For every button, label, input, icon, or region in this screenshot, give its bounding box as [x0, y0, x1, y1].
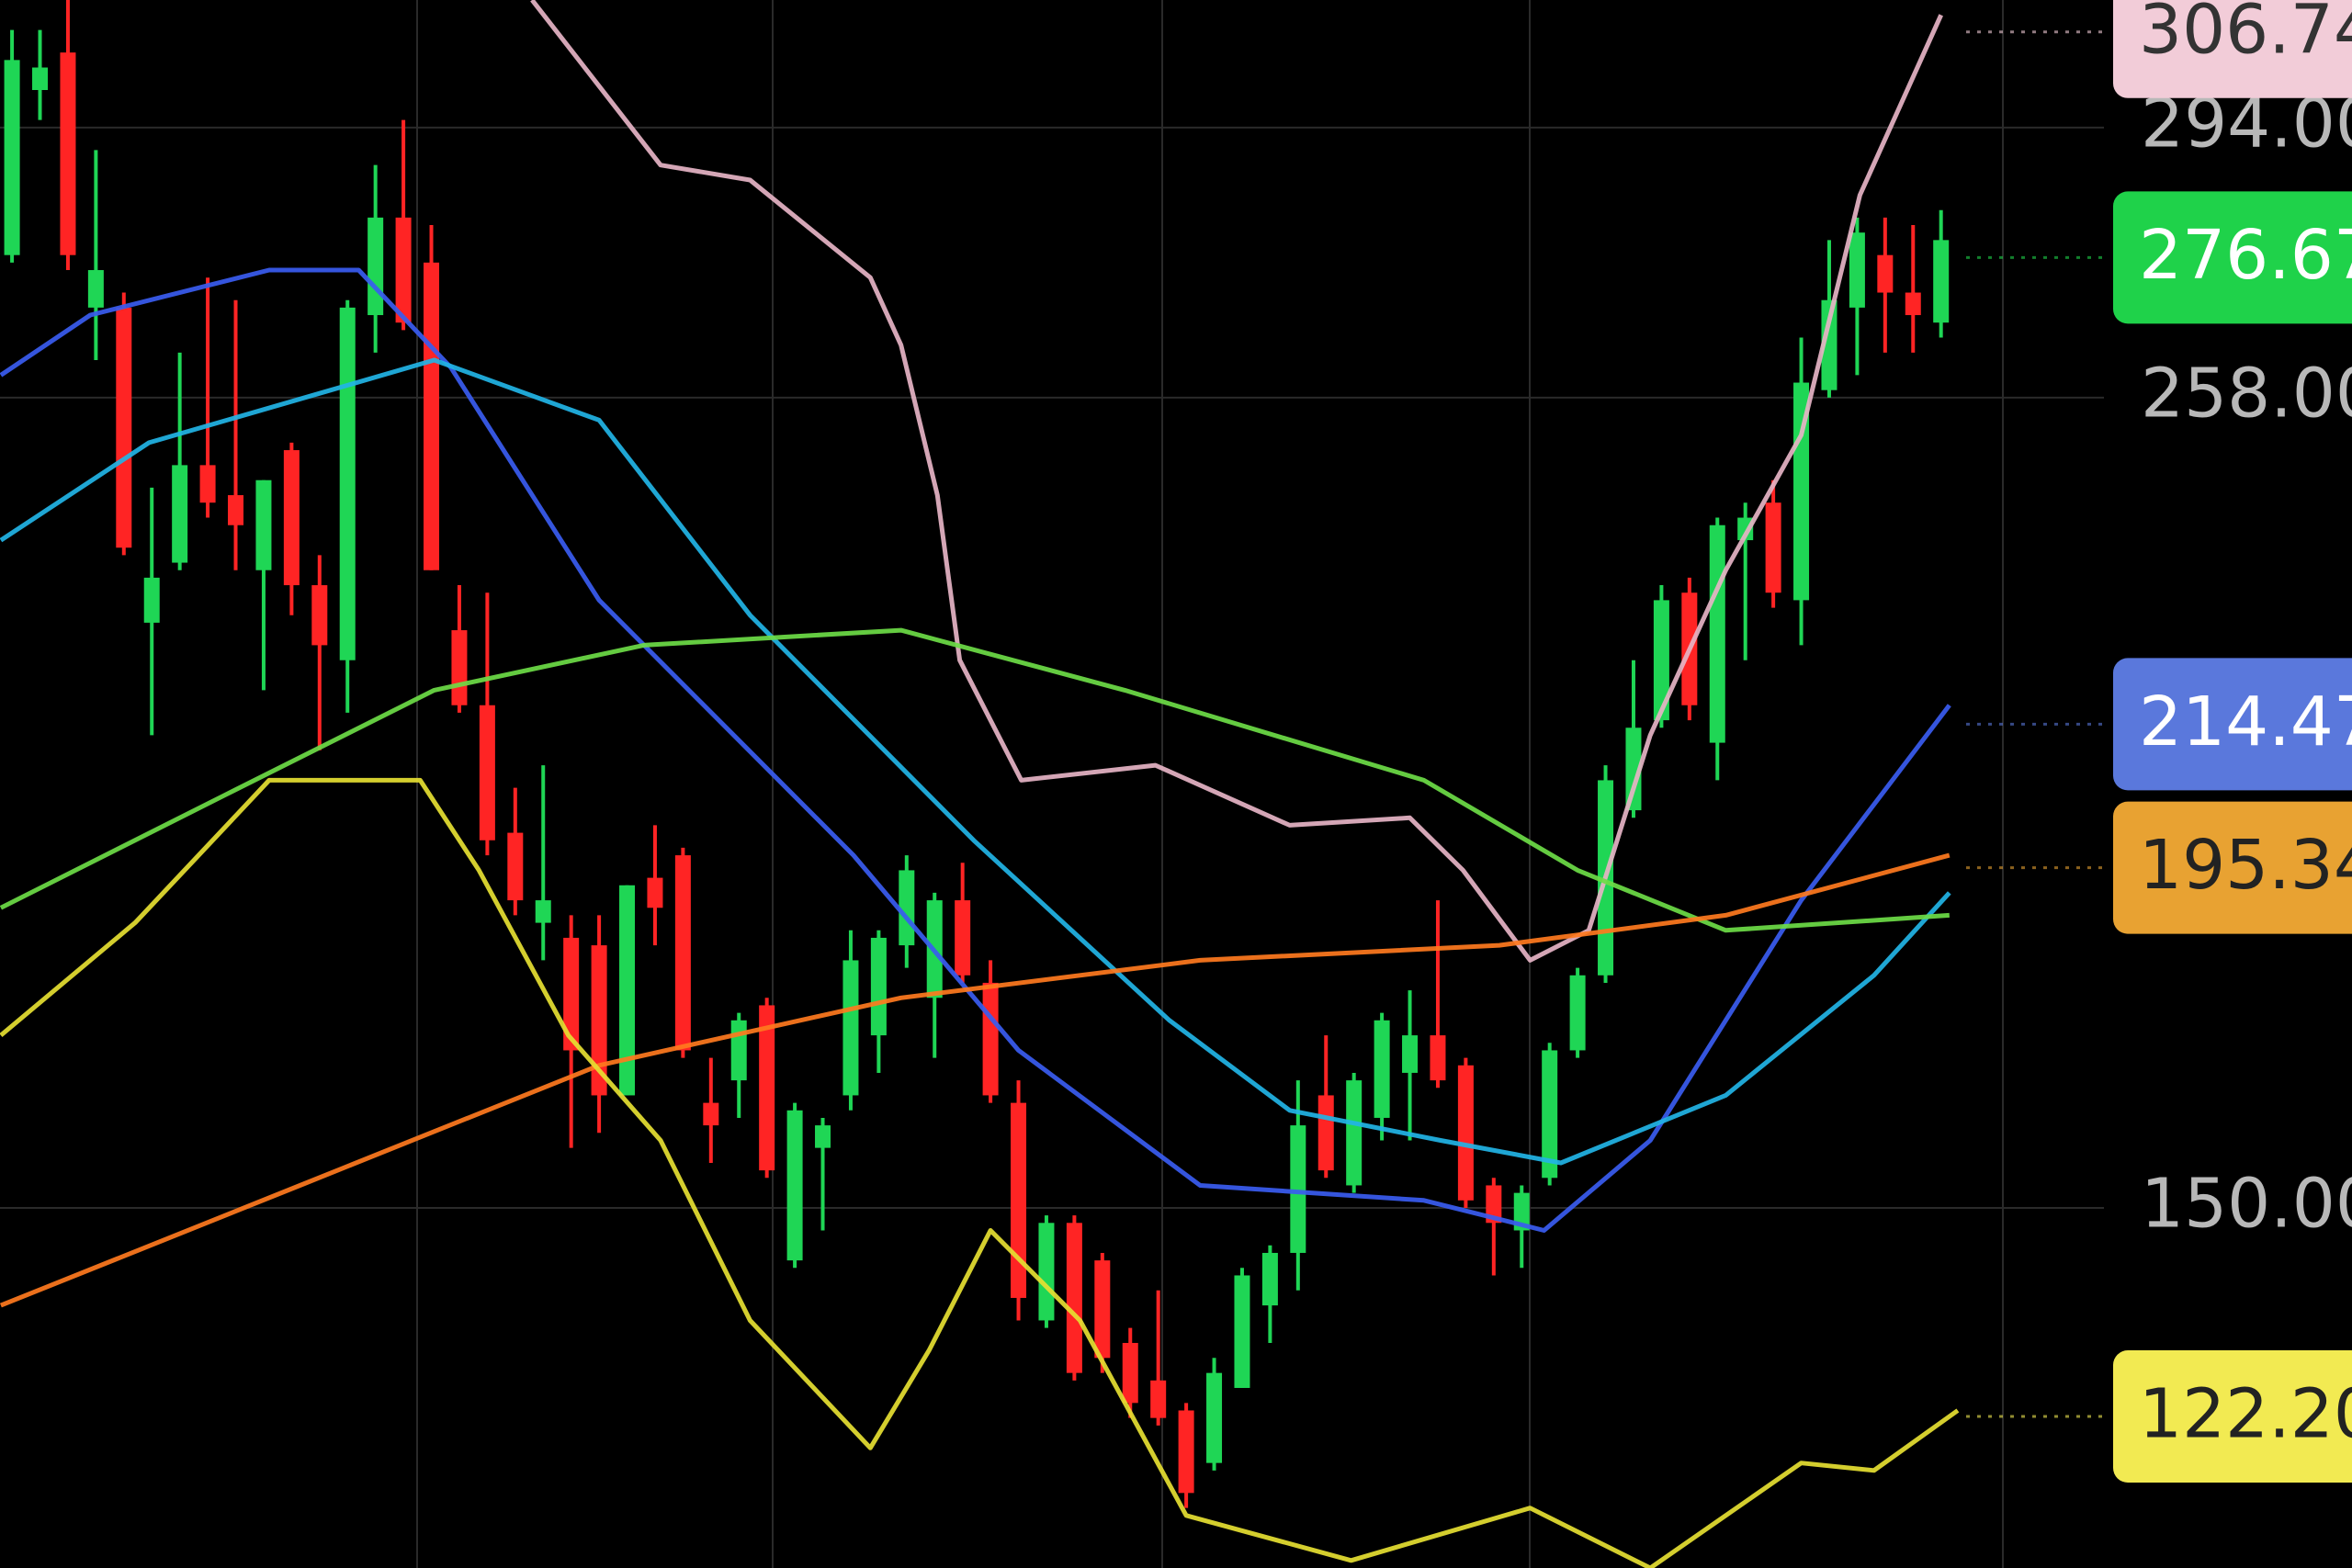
candle-body — [1261, 1252, 1278, 1306]
candle-body — [339, 307, 356, 660]
candle-body — [395, 217, 412, 323]
candle-body — [1346, 1080, 1363, 1186]
candle-body — [647, 877, 663, 908]
candle-body — [4, 60, 20, 255]
y-tick-label: 258.00 — [2141, 354, 2352, 433]
candle-body — [1457, 1065, 1474, 1201]
candle-body — [1094, 1260, 1111, 1359]
candle-body — [1317, 1095, 1334, 1171]
candle-body — [1653, 600, 1669, 721]
candle-body — [591, 945, 607, 1096]
candle-body — [255, 479, 272, 570]
indicator-line — [0, 777, 1960, 1568]
candle-body — [1569, 975, 1586, 1051]
candle-body — [507, 832, 524, 901]
candle-body — [899, 870, 915, 946]
price-tag-label: 122.20 — [2139, 1375, 2352, 1454]
candle-body — [619, 885, 636, 1096]
candle-body — [1402, 1035, 1419, 1073]
candle-body — [1849, 232, 1865, 308]
candle-body — [1038, 1223, 1055, 1321]
candle-body — [1430, 1035, 1446, 1081]
candle-body — [982, 982, 999, 1096]
candle-body — [311, 585, 328, 646]
candle-body — [1709, 525, 1725, 743]
price-tag — [2113, 658, 2352, 791]
candle-body — [1206, 1372, 1223, 1463]
indicator-line — [530, 0, 1943, 963]
candle-body — [116, 307, 132, 548]
price-tag-label: 306.74 — [2139, 0, 2352, 69]
candle-body — [955, 900, 971, 976]
candle-body — [87, 270, 104, 308]
candle-body — [759, 1005, 775, 1171]
candle-body — [1066, 1223, 1082, 1373]
candle-body — [228, 495, 244, 525]
candle-body — [703, 1102, 719, 1126]
candle-body — [1737, 517, 1754, 541]
candle-body — [1765, 502, 1781, 593]
candle-body — [1625, 728, 1642, 811]
candle-body — [870, 937, 887, 1036]
candle-body — [143, 577, 160, 623]
candle-body — [674, 855, 691, 1051]
candle-body — [730, 1020, 747, 1081]
candle-body — [1011, 1102, 1027, 1298]
price-tag — [2113, 1350, 2352, 1483]
price-tag — [2113, 801, 2352, 934]
price-tag-label: 276.67 — [2139, 216, 2352, 295]
candle-body — [842, 960, 859, 1096]
candle-body — [283, 450, 300, 586]
candle-body — [1905, 292, 1921, 316]
candle-body — [32, 67, 49, 91]
candle-body — [1513, 1192, 1530, 1231]
candle-body — [451, 630, 468, 705]
candle-body — [1122, 1342, 1138, 1404]
indicator-line — [0, 357, 1951, 1166]
candle-body — [1374, 1020, 1390, 1118]
candle-body — [535, 900, 551, 923]
indicator-line — [0, 267, 1951, 1233]
candle-body — [1821, 299, 1838, 390]
candle-body — [1234, 1275, 1250, 1388]
candle-body — [60, 52, 76, 255]
price-tag — [2113, 191, 2352, 324]
price-tag-label: 214.47 — [2139, 682, 2352, 761]
indicator-line — [0, 627, 1950, 933]
price-tag-label: 195.34 — [2139, 826, 2352, 905]
vertical-grid — [416, 0, 2004, 1568]
candle-body — [1933, 240, 1950, 323]
candle-body — [563, 937, 580, 1051]
indicator-line — [0, 852, 1951, 1308]
candle-body — [1290, 1125, 1306, 1253]
candle-body — [1486, 1185, 1502, 1224]
candle-body — [786, 1110, 803, 1261]
y-tick-label: 150.00 — [2141, 1164, 2352, 1243]
candle-body — [1150, 1380, 1167, 1418]
candle-body — [1542, 1050, 1558, 1179]
candle-body — [368, 217, 384, 316]
candle-body — [1178, 1410, 1194, 1494]
candle-body — [1877, 254, 1894, 293]
candle-body — [815, 1125, 831, 1148]
candle-body — [199, 465, 216, 503]
candle-body — [424, 262, 440, 570]
candle-body — [479, 705, 495, 840]
candle-body — [1793, 382, 1810, 601]
candle-body — [172, 465, 188, 563]
price-tag — [2113, 0, 2352, 98]
